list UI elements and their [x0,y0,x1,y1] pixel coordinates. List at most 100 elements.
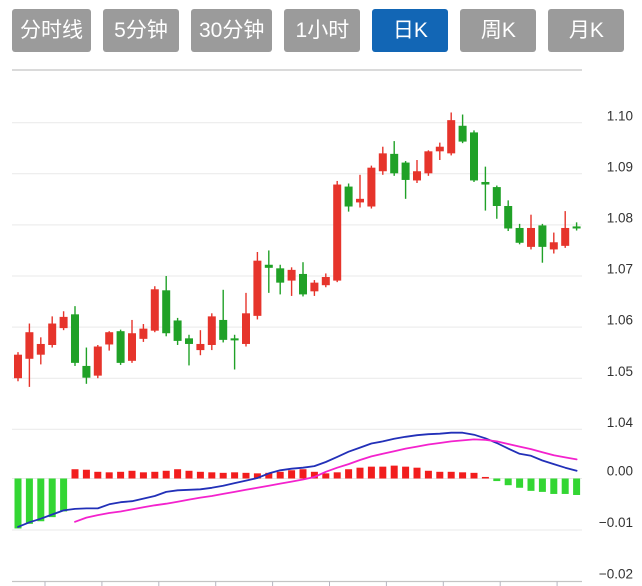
candle-body [538,225,547,247]
macd-bar-up [333,472,341,479]
tab-30min[interactable]: 30分钟 [191,9,273,52]
candle-body [344,186,353,207]
macd-bar-up [151,471,159,479]
candle-body [150,289,159,331]
candles-layer [14,112,581,387]
macd-bar-up [117,471,125,479]
tab-monthly-k[interactable]: 月K [548,9,625,52]
candle-body [242,313,250,344]
candle-body [59,316,68,329]
candle-body [435,146,444,152]
candle-body [196,343,205,351]
macd-bar-up [459,472,467,479]
macd-bar-up [185,470,193,479]
macd-bar-down [48,478,56,518]
axis-tick-label: −0.01 [599,515,633,530]
macd-bar-up [128,470,136,479]
macd-bar-up [162,470,170,479]
tab-daily-k[interactable]: 日K [372,9,449,52]
tab-1hour[interactable]: 1小时 [284,9,361,52]
candle-body [310,282,319,292]
macd-bar-up [265,472,273,479]
macd-bar-up [299,469,307,479]
macd-bar-up [71,469,79,479]
macd-bar-up [242,472,250,479]
macd-bar-down [14,478,22,529]
macd-bar-up [219,472,227,479]
candle-body [36,343,45,355]
tab-timeshare[interactable]: 分时线 [12,9,91,52]
axis-tick-label: 1.07 [607,262,633,277]
macd-bar-up [196,471,204,479]
macd-bar-down [573,478,581,495]
macd-bar-up [82,469,90,479]
candle-body [264,264,273,268]
macd-bar-down [25,478,33,524]
macd-bar-up [276,471,284,479]
candle-body [173,320,182,341]
candle-body [71,314,79,363]
macd-bar-up [379,466,387,479]
macd-bar-up [231,472,239,479]
tab-weekly-k[interactable]: 周K [460,9,537,52]
macd-bar-up [139,472,147,479]
macd-bar-up [208,472,216,479]
macd-bar-up [288,470,296,479]
candle-body [276,268,285,283]
macd-bar-up [367,466,375,479]
macd-bar-down [504,478,512,486]
candle-body [504,205,513,229]
candle-body [207,316,216,345]
candle-body [321,277,330,286]
macd-bar-up [390,465,398,479]
macd-bar-up [356,467,364,479]
candle-body [470,132,478,181]
candle-body [82,365,91,378]
candle-body [481,181,490,185]
candle-body [48,323,57,345]
candle-body [287,269,296,281]
macd-bar-up [105,472,113,479]
macd-bar-down [60,478,68,512]
gridlines-layer [12,69,582,586]
candle-body [561,227,570,246]
dea-line [74,438,578,523]
axis-tick-label: −0.02 [599,567,633,582]
axis-tick-label: 1.06 [607,313,633,328]
macd-bar-up [447,471,455,479]
candle-body [253,260,262,316]
macd-bar-down [550,478,558,494]
candle-body [378,153,387,172]
axis-labels-layer: 1.10 1.09 1.08 1.07 1.06 1.05 1.04 0.00 −0.01 −0.… [599,108,634,581]
tab-5min[interactable]: 5分钟 [103,9,179,52]
axis-tick-label: 1.08 [607,210,633,225]
candle-body [390,153,399,174]
candle-body [492,187,501,206]
candle-body [105,332,114,345]
candle-body [424,151,433,174]
interval-tabbar: 分时线 5分钟 30分钟 1小时 日K 周K 月K [12,9,625,52]
macd-bar-down [37,478,45,522]
candle-body [356,198,364,203]
axis-tick-label: 1.05 [607,364,633,379]
candle-body [572,226,581,229]
axis-tick-label: 1.10 [607,108,633,123]
candle-body [333,184,342,281]
candle-body [219,319,228,340]
macd-bar-up [94,471,102,479]
macd-bar-up [253,473,261,479]
macd-histogram-layer [14,465,581,529]
candle-body [93,346,102,376]
axis-tick-label: 1.04 [607,415,634,430]
candle-body [139,328,148,339]
macd-bar-up [413,467,421,479]
macd-bar-down [561,478,569,494]
candle-body [527,227,535,247]
candle-body [515,227,524,243]
macd-bar-up [436,471,444,479]
candle-body [230,338,239,341]
macd-bar-up [322,473,330,479]
dif-line [17,431,578,528]
